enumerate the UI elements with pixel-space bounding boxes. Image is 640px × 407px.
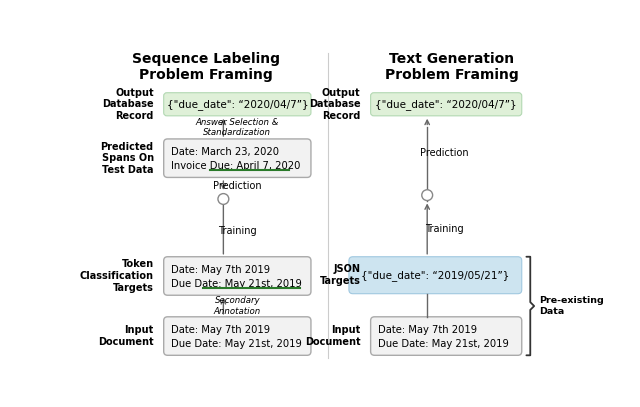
Text: Sequence Labeling
Problem Framing: Sequence Labeling Problem Framing xyxy=(132,52,280,82)
Text: Predicted
Spans On
Test Data: Predicted Spans On Test Data xyxy=(100,142,154,175)
Text: Date: May 7th 2019: Date: May 7th 2019 xyxy=(172,265,271,275)
Text: Invoice Due: April 7, 2020: Invoice Due: April 7, 2020 xyxy=(172,161,301,171)
Text: Output
Database
Record: Output Database Record xyxy=(309,88,360,121)
Text: Date: May 7th 2019: Date: May 7th 2019 xyxy=(378,325,477,335)
Text: Prediction: Prediction xyxy=(420,148,468,158)
Text: Answer Selection &
Standardization: Answer Selection & Standardization xyxy=(196,118,279,137)
Text: Input
Document: Input Document xyxy=(98,325,154,347)
FancyBboxPatch shape xyxy=(164,317,311,355)
Circle shape xyxy=(422,190,433,201)
FancyBboxPatch shape xyxy=(164,257,311,295)
Text: Pre-existing
Data: Pre-existing Data xyxy=(539,296,604,316)
FancyBboxPatch shape xyxy=(164,93,311,116)
Text: {"due_date": “2019/05/21”}: {"due_date": “2019/05/21”} xyxy=(361,270,509,281)
Text: Token
Classification
Targets: Token Classification Targets xyxy=(79,259,154,293)
Text: {"due_date": “2020/04/7”}: {"due_date": “2020/04/7”} xyxy=(166,99,308,110)
Text: Due Date: May 21st, 2019: Due Date: May 21st, 2019 xyxy=(378,339,509,349)
Text: Training: Training xyxy=(425,223,463,234)
Text: {"due_date": “2020/04/7”}: {"due_date": “2020/04/7”} xyxy=(376,99,517,110)
Text: Training: Training xyxy=(218,226,257,236)
Text: JSON
Targets: JSON Targets xyxy=(319,265,360,286)
Text: Due Date: May 21st, 2019: Due Date: May 21st, 2019 xyxy=(172,339,302,349)
Text: Output
Database
Record: Output Database Record xyxy=(102,88,154,121)
FancyBboxPatch shape xyxy=(371,93,522,116)
FancyBboxPatch shape xyxy=(371,317,522,355)
Text: Text Generation
Problem Framing: Text Generation Problem Framing xyxy=(385,52,519,82)
FancyBboxPatch shape xyxy=(349,257,522,294)
Text: Due Date: May 21st, 2019: Due Date: May 21st, 2019 xyxy=(172,279,302,289)
Text: Date: March 23, 2020: Date: March 23, 2020 xyxy=(172,147,280,157)
Text: Date: May 7th 2019: Date: May 7th 2019 xyxy=(172,325,271,335)
Text: Input
Document: Input Document xyxy=(305,325,360,347)
Text: Secondary
Annotation: Secondary Annotation xyxy=(214,296,261,316)
FancyBboxPatch shape xyxy=(164,139,311,177)
Circle shape xyxy=(218,194,229,204)
Text: Prediction: Prediction xyxy=(213,181,262,191)
